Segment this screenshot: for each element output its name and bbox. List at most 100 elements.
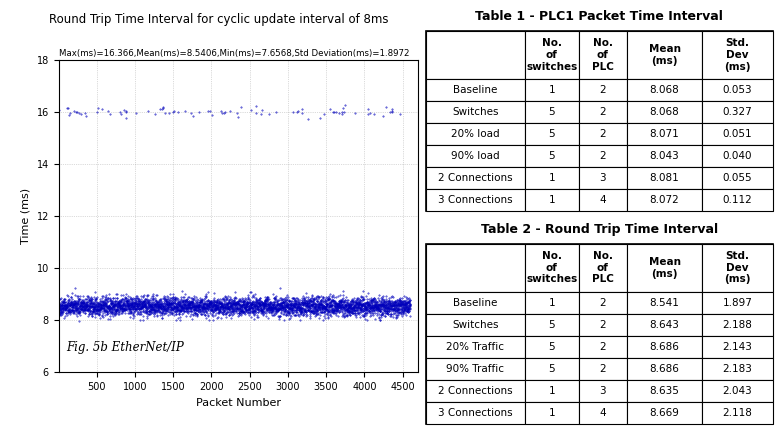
Text: 5: 5 <box>548 151 555 161</box>
Text: 8.071: 8.071 <box>650 129 679 139</box>
Text: 1: 1 <box>548 195 555 205</box>
Bar <box>579 291 627 314</box>
Bar <box>525 145 579 167</box>
Text: 2 Connections: 2 Connections <box>438 386 512 396</box>
Bar <box>525 31 579 79</box>
Bar <box>426 167 525 189</box>
Text: 2.143: 2.143 <box>722 342 753 352</box>
Bar <box>579 336 627 358</box>
Bar <box>426 402 525 424</box>
Bar <box>702 291 773 314</box>
Text: 20% load: 20% load <box>451 129 500 139</box>
Text: 3 Connections: 3 Connections <box>438 195 512 205</box>
Bar <box>627 336 702 358</box>
Bar <box>702 31 773 79</box>
Bar <box>525 291 579 314</box>
Text: No.
of
PLC: No. of PLC <box>592 251 614 285</box>
Text: No.
of
switches: No. of switches <box>526 251 577 285</box>
Text: Switches: Switches <box>452 107 498 117</box>
Y-axis label: Time (ms): Time (ms) <box>21 188 31 244</box>
Bar <box>627 244 702 291</box>
Text: 2.183: 2.183 <box>722 364 753 374</box>
Bar <box>702 380 773 402</box>
Bar <box>702 314 773 336</box>
Text: Mean
(ms): Mean (ms) <box>648 44 680 66</box>
Bar <box>627 291 702 314</box>
Text: 3 Connections: 3 Connections <box>438 408 512 418</box>
Bar <box>525 189 579 211</box>
Text: 5: 5 <box>548 107 555 117</box>
Text: 0.053: 0.053 <box>722 85 752 95</box>
Text: No.
of
PLC: No. of PLC <box>592 39 614 71</box>
Text: 2 Connections: 2 Connections <box>438 173 512 183</box>
Bar <box>579 167 627 189</box>
Bar <box>627 123 702 145</box>
Bar <box>579 123 627 145</box>
Text: 5: 5 <box>548 342 555 352</box>
Text: 8.635: 8.635 <box>650 386 679 396</box>
Bar <box>627 145 702 167</box>
Text: 4: 4 <box>600 408 606 418</box>
Bar <box>627 314 702 336</box>
Text: 2: 2 <box>600 107 606 117</box>
Bar <box>426 79 525 101</box>
Bar <box>627 31 702 79</box>
Text: Fig. 5b EtherNet/IP: Fig. 5b EtherNet/IP <box>66 341 184 354</box>
Bar <box>579 145 627 167</box>
Text: 2: 2 <box>600 342 606 352</box>
Bar <box>627 79 702 101</box>
Bar <box>627 167 702 189</box>
Text: 8.686: 8.686 <box>650 342 679 352</box>
Bar <box>426 244 525 291</box>
Text: 0.055: 0.055 <box>722 173 752 183</box>
Text: 2: 2 <box>600 364 606 374</box>
Bar <box>426 101 525 123</box>
Text: 0.051: 0.051 <box>722 129 752 139</box>
Bar <box>579 358 627 380</box>
Bar <box>426 123 525 145</box>
Bar <box>426 244 773 424</box>
Text: Max(ms)=16.366,Mean(ms)=8.5406,Min(ms)=7.6568,Std Deviation(ms)=1.8972: Max(ms)=16.366,Mean(ms)=8.5406,Min(ms)=7… <box>59 49 409 58</box>
Text: 5: 5 <box>548 129 555 139</box>
Bar <box>702 123 773 145</box>
Text: Round Trip Time Interval for cyclic update interval of 8ms: Round Trip Time Interval for cyclic upda… <box>49 13 388 26</box>
Text: 1: 1 <box>548 85 555 95</box>
Text: 8.043: 8.043 <box>650 151 679 161</box>
Text: 2.188: 2.188 <box>722 320 753 330</box>
Bar <box>627 101 702 123</box>
Text: Table 1 - PLC1 Packet Time Interval: Table 1 - PLC1 Packet Time Interval <box>476 10 723 24</box>
Text: 8.072: 8.072 <box>650 195 679 205</box>
Text: 1: 1 <box>548 386 555 396</box>
Bar <box>702 358 773 380</box>
Bar <box>579 402 627 424</box>
Bar <box>702 189 773 211</box>
Text: Baseline: Baseline <box>453 297 497 308</box>
Text: 8.081: 8.081 <box>650 173 679 183</box>
Text: 1: 1 <box>548 408 555 418</box>
Bar <box>579 31 627 79</box>
Text: 2: 2 <box>600 129 606 139</box>
Bar <box>702 167 773 189</box>
Bar <box>579 244 627 291</box>
Bar <box>525 380 579 402</box>
Text: 90% load: 90% load <box>451 151 500 161</box>
Text: 3: 3 <box>600 173 606 183</box>
Bar <box>426 336 525 358</box>
Bar <box>702 244 773 291</box>
Bar <box>702 336 773 358</box>
Text: 2: 2 <box>600 85 606 95</box>
Text: 8.686: 8.686 <box>650 364 679 374</box>
Bar <box>525 402 579 424</box>
Bar <box>702 79 773 101</box>
Bar <box>525 314 579 336</box>
Text: 8.068: 8.068 <box>650 85 679 95</box>
Text: 1: 1 <box>548 297 555 308</box>
Bar <box>579 79 627 101</box>
Text: 20% Traffic: 20% Traffic <box>446 342 505 352</box>
Bar <box>426 31 525 79</box>
Text: 0.112: 0.112 <box>722 195 752 205</box>
Text: 2.118: 2.118 <box>722 408 753 418</box>
Text: No.
of
switches: No. of switches <box>526 39 577 71</box>
Text: 2: 2 <box>600 297 606 308</box>
Bar <box>426 358 525 380</box>
